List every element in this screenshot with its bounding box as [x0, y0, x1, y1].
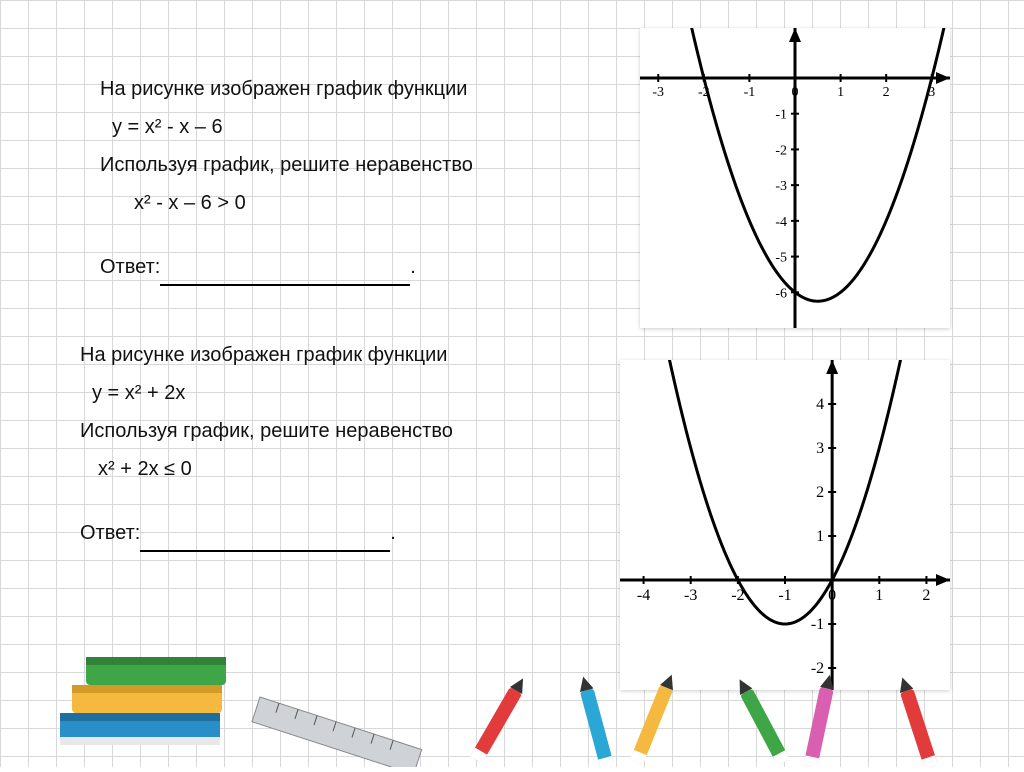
svg-text:3: 3	[816, 440, 824, 457]
p1-period: .	[410, 256, 416, 278]
svg-text:-2: -2	[775, 143, 787, 158]
svg-text:-1: -1	[775, 108, 787, 123]
problem-2: На рисунке изображен график функции y = …	[80, 336, 600, 552]
p2-equation: y = x² + 2x	[80, 374, 600, 412]
svg-text:2: 2	[816, 484, 824, 501]
chart-1: -3-2-10123-1-2-3-4-5-6	[640, 28, 950, 328]
svg-text:-2: -2	[811, 660, 824, 677]
svg-text:2: 2	[883, 85, 890, 100]
svg-text:-5: -5	[775, 251, 787, 266]
p1-answer-label: Ответ:	[100, 256, 160, 278]
svg-text:1: 1	[875, 587, 883, 604]
svg-text:-1: -1	[744, 85, 756, 100]
svg-text:1: 1	[837, 85, 844, 100]
p1-answer: Ответ:.	[100, 248, 620, 286]
svg-text:-1: -1	[778, 587, 791, 604]
p2-line2: Используя график, решите неравенство	[80, 412, 600, 450]
problem-1: На рисунке изображен график функции y = …	[100, 70, 620, 286]
svg-text:0: 0	[828, 587, 836, 604]
svg-text:-3: -3	[775, 179, 787, 194]
p1-blank	[160, 284, 410, 286]
svg-text:-1: -1	[811, 616, 824, 633]
p2-inequality: x² + 2x ≤ 0	[80, 450, 600, 488]
svg-text:-4: -4	[775, 215, 787, 230]
svg-text:1: 1	[816, 528, 824, 545]
p2-period: .	[390, 522, 396, 544]
p1-inequality: x² - x – 6 > 0	[100, 184, 620, 222]
chart-2: -4-3-2-10124321-1-2	[620, 360, 950, 690]
p2-answer: Ответ:.	[80, 514, 600, 552]
svg-text:-4: -4	[637, 587, 650, 604]
p1-line2: Используя график, решите неравенство	[100, 146, 620, 184]
svg-text:-6: -6	[775, 286, 787, 301]
svg-text:4: 4	[816, 396, 824, 413]
svg-text:2: 2	[922, 587, 930, 604]
svg-text:-3: -3	[684, 587, 697, 604]
svg-text:0: 0	[792, 85, 799, 100]
p2-answer-label: Ответ:	[80, 522, 140, 544]
svg-text:-3: -3	[652, 85, 664, 100]
p2-line1: На рисунке изображен график функции	[80, 336, 600, 374]
p1-equation: y = x² - x – 6	[100, 108, 620, 146]
p1-line1: На рисунке изображен график функции	[100, 70, 620, 108]
p2-blank	[140, 550, 390, 552]
